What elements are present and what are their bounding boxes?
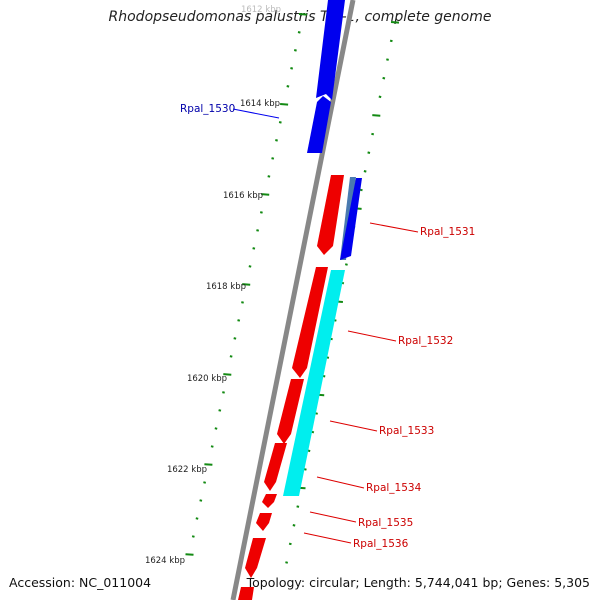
inner-scale-major-tick bbox=[280, 103, 289, 106]
outer-scale-minor-tick bbox=[285, 561, 289, 564]
label-line-rpal-1535 bbox=[309, 511, 357, 523]
genome-backbone bbox=[230, 0, 356, 600]
gene-label-rpal-1532[interactable]: Rpal_1532 bbox=[398, 335, 453, 347]
gene-label-rpal-1534[interactable]: Rpal_1534 bbox=[366, 482, 422, 494]
inner-scale-minor-tick bbox=[275, 139, 278, 142]
gene-arrow-rpal-1532[interactable] bbox=[292, 267, 328, 378]
inner-scale-minor-tick bbox=[214, 427, 218, 430]
inner-scale-minor-tick bbox=[191, 535, 195, 538]
label-line-rpal-1532 bbox=[347, 330, 397, 342]
scale-label-1612: 1612 kbp bbox=[241, 5, 281, 15]
inner-scale-minor-tick bbox=[290, 67, 294, 70]
outer-scale-major-tick bbox=[390, 21, 400, 24]
accession-text: Accession: NC_011004 bbox=[9, 575, 152, 590]
inner-scale-minor-tick bbox=[248, 265, 252, 268]
inner-scale-major-tick bbox=[204, 463, 213, 466]
outer-scale-minor-tick bbox=[303, 468, 307, 471]
inner-scale-major-tick bbox=[261, 193, 270, 196]
feature-steel-rpal-1531[interactable] bbox=[340, 177, 356, 260]
inner-scale-minor-tick bbox=[222, 391, 225, 394]
inner-scale-minor-tick bbox=[218, 409, 222, 412]
gene-arrow-rpal-1530[interactable] bbox=[307, 96, 331, 153]
inner-scale-minor-tick bbox=[256, 229, 260, 232]
inner-scale-minor-tick bbox=[271, 157, 275, 160]
gene-arrow-forward[interactable] bbox=[316, 0, 345, 100]
inner-scale-major-tick bbox=[223, 373, 232, 376]
scale-label-1620: 1620 kbp bbox=[187, 374, 227, 384]
scale-label-1614: 1614 kbp bbox=[240, 99, 280, 109]
inner-scale-minor-tick bbox=[237, 319, 241, 322]
feature-cyan-rpal-1532[interactable] bbox=[307, 270, 345, 383]
inner-scale-minor-tick bbox=[297, 31, 301, 34]
gene-arrow-reverse-a[interactable] bbox=[317, 175, 344, 255]
outer-scale-minor-tick bbox=[292, 524, 296, 527]
inner-scale-minor-tick bbox=[210, 445, 214, 448]
gene-arrow-rpal-1534[interactable] bbox=[264, 443, 287, 491]
gene-arrow-rpal-1536[interactable] bbox=[256, 513, 272, 531]
outer-scale-minor-tick bbox=[359, 188, 363, 192]
scale-label-1618: 1618 kbp bbox=[206, 282, 246, 292]
outer-scale-minor-tick bbox=[344, 263, 348, 266]
inner-scale-major-tick bbox=[242, 283, 251, 286]
gene-label-rpal-1533[interactable]: Rpal_1533 bbox=[379, 425, 434, 437]
inner-scale-major-tick bbox=[185, 553, 194, 556]
gene-label-rpal-1531[interactable]: Rpal_1531 bbox=[420, 226, 475, 238]
inner-scale-minor-tick bbox=[199, 499, 203, 502]
feature-cyan-rpal-1533[interactable] bbox=[283, 383, 322, 496]
gene-arrow-rpal-1531[interactable] bbox=[340, 178, 362, 260]
gene-label-rpal-1536[interactable]: Rpal_1536 bbox=[353, 538, 409, 550]
inner-scale-minor-tick bbox=[229, 355, 233, 358]
map-title: Rhodopseudomonas palustris TIE-1, comple… bbox=[108, 9, 492, 25]
inner-scale-minor-tick bbox=[286, 85, 290, 88]
inner-scale-ticks bbox=[185, 13, 308, 556]
outer-scale-minor-tick bbox=[288, 542, 292, 546]
outer-scale-minor-tick bbox=[389, 39, 393, 43]
outer-scale-minor-tick bbox=[378, 95, 382, 99]
inner-scale-minor-tick bbox=[195, 517, 199, 520]
inner-scale-minor-tick bbox=[252, 247, 256, 250]
topology-summary: Topology: circular; Length: 5,744,041 bp… bbox=[246, 575, 590, 590]
outer-scale-minor-tick bbox=[363, 170, 367, 173]
inner-scale-minor-tick bbox=[278, 121, 282, 124]
gene-label-rpal-1535[interactable]: Rpal_1535 bbox=[358, 517, 413, 529]
inner-scale-minor-tick bbox=[241, 301, 244, 304]
outer-scale-minor-tick bbox=[371, 132, 375, 136]
gene-arrow-reverse-c[interactable] bbox=[238, 587, 254, 600]
outer-scale-minor-tick bbox=[367, 151, 371, 154]
inner-scale-major-tick bbox=[298, 13, 308, 16]
inner-scale-minor-tick bbox=[259, 211, 263, 214]
label-line-rpal-1534 bbox=[316, 476, 365, 489]
gene-arrow-rpal-1533[interactable] bbox=[277, 379, 304, 444]
inner-scale-minor-tick bbox=[293, 49, 297, 52]
outer-scale-minor-tick bbox=[296, 505, 300, 508]
outer-scale-major-tick bbox=[372, 114, 381, 117]
label-line-rpal-1536 bbox=[303, 532, 352, 544]
outer-scale-minor-tick bbox=[386, 58, 389, 61]
scale-label-1624: 1624 kbp bbox=[145, 556, 185, 566]
inner-scale-minor-tick bbox=[233, 337, 237, 340]
gene-arrow-rpal-1535[interactable] bbox=[262, 494, 277, 508]
scale-label-1616: 1616 kbp bbox=[223, 191, 263, 201]
label-line-rpal-1530 bbox=[232, 108, 280, 119]
scale-label-1622: 1622 kbp bbox=[167, 465, 207, 475]
outer-scale-minor-tick bbox=[382, 76, 386, 80]
gene-arrow-reverse-b[interactable] bbox=[245, 538, 266, 578]
label-line-rpal-1533 bbox=[329, 420, 378, 432]
gene-label-rpal-1530[interactable]: Rpal_1530 bbox=[180, 103, 235, 115]
label-line-rpal-1531 bbox=[369, 222, 419, 233]
inner-scale-minor-tick bbox=[267, 175, 271, 178]
inner-scale-minor-tick bbox=[203, 481, 207, 484]
